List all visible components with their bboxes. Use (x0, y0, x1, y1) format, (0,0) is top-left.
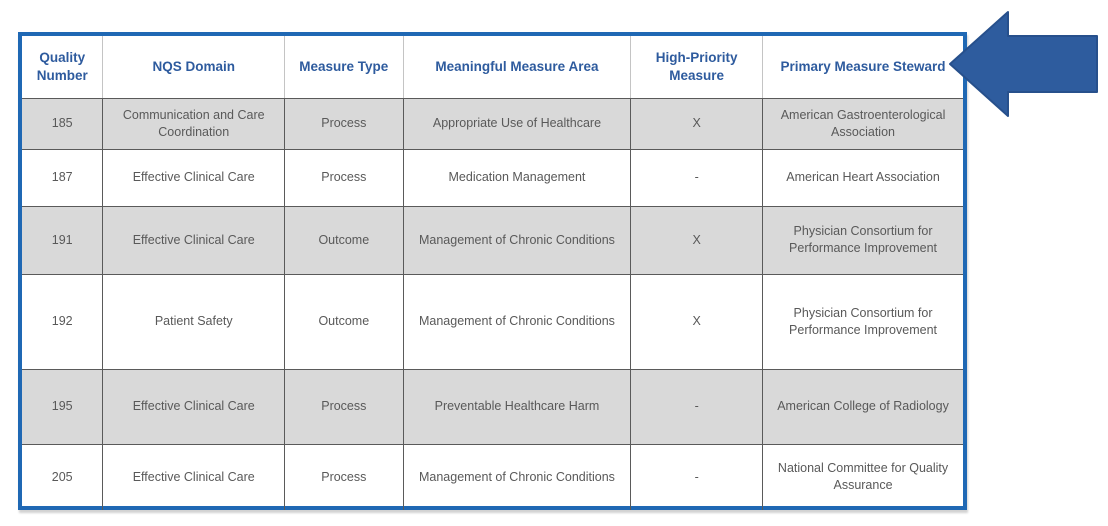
measures-table: Quality Number NQS Domain Measure Type M… (22, 36, 963, 510)
cell-measure-type: Process (284, 443, 404, 510)
cell-steward: American College of Radiology (762, 368, 963, 445)
header-row: Quality Number NQS Domain Measure Type M… (22, 36, 963, 99)
cell-measure-type: Outcome (284, 205, 404, 275)
header-primary-measure-steward: Primary Measure Steward (762, 36, 963, 99)
cell-measure-type: Outcome (284, 273, 404, 370)
cell-measure-type: Process (284, 148, 404, 207)
cell-meaningful-measure-area: Management of Chronic Conditions (402, 205, 632, 275)
quality-measures-table: Quality Number NQS Domain Measure Type M… (18, 32, 967, 510)
cell-high-priority: X (630, 205, 764, 275)
cell-quality-number: 185 (22, 97, 104, 150)
table-row: 191 Effective Clinical Care Outcome Mana… (22, 205, 963, 275)
table-row: 187 Effective Clinical Care Process Medi… (22, 148, 963, 207)
cell-steward: Physician Consortium for Performance Imp… (762, 205, 963, 275)
cell-nqs-domain: Effective Clinical Care (102, 148, 286, 207)
cell-quality-number: 191 (22, 205, 104, 275)
header-meaningful-measure-area: Meaningful Measure Area (402, 36, 631, 99)
cell-nqs-domain: Effective Clinical Care (102, 443, 286, 510)
table-row: 205 Effective Clinical Care Process Mana… (22, 443, 963, 510)
cell-meaningful-measure-area: Preventable Healthcare Harm (402, 368, 632, 445)
cell-steward: American Heart Association (762, 148, 963, 207)
table-row: 192 Patient Safety Outcome Management of… (22, 273, 963, 370)
cell-meaningful-measure-area: Medication Management (402, 148, 632, 207)
cell-high-priority: - (630, 368, 764, 445)
cell-high-priority: X (630, 273, 764, 370)
cell-meaningful-measure-area: Management of Chronic Conditions (402, 443, 632, 510)
cell-steward: National Committee for Quality Assurance (762, 443, 963, 510)
cell-steward: American Gastroenterological Association (762, 97, 963, 150)
table-header: Quality Number NQS Domain Measure Type M… (22, 36, 963, 99)
header-nqs-domain: NQS Domain (102, 36, 285, 99)
cell-quality-number: 205 (22, 443, 104, 510)
cell-quality-number: 187 (22, 148, 104, 207)
header-high-priority-measure: High-Priority Measure (630, 36, 763, 99)
cell-high-priority: - (630, 148, 764, 207)
cell-high-priority: X (630, 97, 764, 150)
table-body: 185 Communication and Care Coordination … (22, 97, 963, 510)
cell-nqs-domain: Effective Clinical Care (102, 368, 286, 445)
table-row: 195 Effective Clinical Care Process Prev… (22, 368, 963, 445)
cell-steward: Physician Consortium for Performance Imp… (762, 273, 963, 370)
cell-measure-type: Process (284, 368, 404, 445)
cell-high-priority: - (630, 443, 764, 510)
cell-meaningful-measure-area: Management of Chronic Conditions (402, 273, 632, 370)
cell-quality-number: 192 (22, 273, 104, 370)
cell-measure-type: Process (284, 97, 404, 150)
cell-nqs-domain: Communication and Care Coordination (102, 97, 286, 150)
cell-meaningful-measure-area: Appropriate Use of Healthcare (402, 97, 632, 150)
left-arrow-icon (949, 11, 1098, 117)
cell-nqs-domain: Effective Clinical Care (102, 205, 286, 275)
header-measure-type: Measure Type (284, 36, 404, 99)
header-quality-number: Quality Number (22, 36, 103, 99)
cell-quality-number: 195 (22, 368, 104, 445)
table-row: 185 Communication and Care Coordination … (22, 97, 963, 150)
cell-nqs-domain: Patient Safety (102, 273, 286, 370)
